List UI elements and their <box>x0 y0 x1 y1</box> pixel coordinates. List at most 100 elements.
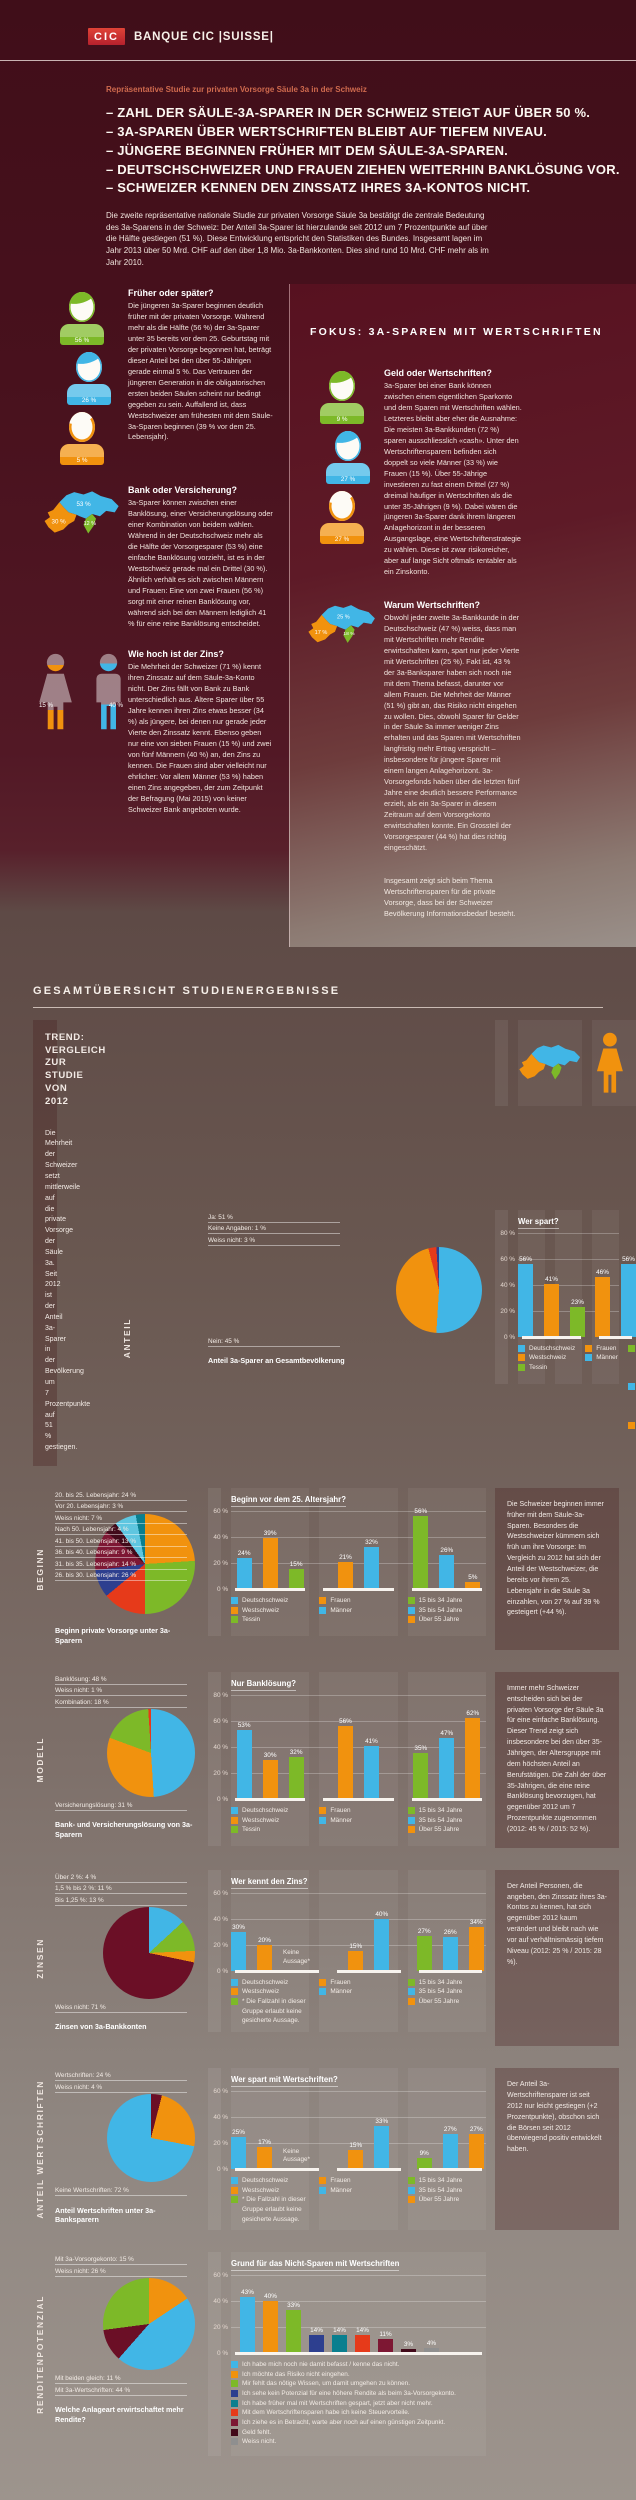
bar: 4% <box>424 2340 439 2354</box>
bar-groups: 56%41%23%46%56%40%71%40% <box>518 1233 636 1339</box>
bar-value-label: 4% <box>426 2340 437 2348</box>
legend-item: Männer <box>319 2186 397 2196</box>
person-body <box>320 523 364 545</box>
baseline <box>411 1797 482 1801</box>
gridline <box>231 2275 486 2277</box>
legend-item: 15 bis 34 Jahre <box>627 1344 636 1382</box>
bar-fill <box>240 2297 255 2354</box>
pie-label: Mit 3a-Wertschriften: 44 % <box>55 2387 187 2396</box>
bar: 20% <box>257 1937 272 1971</box>
legend-item: Mir fehlt das nötige Wissen, um damit um… <box>231 2379 486 2389</box>
bar-fill <box>337 1726 353 1799</box>
gridline <box>231 1562 486 1564</box>
gridline <box>231 1746 486 1748</box>
axis-tick-label: 80 % <box>213 1691 228 1699</box>
axis-strip <box>208 1487 221 1636</box>
legend-item: Frauen <box>319 1806 397 1816</box>
bar: 30% <box>231 1924 246 1971</box>
bar-value-label: 26% <box>443 1928 457 1936</box>
chart-overlay: Nur Banklösung? 80 % 60 % 40 % 20 % 0 % 53% 30%… <box>208 1672 486 1846</box>
bar-value-label: 33% <box>375 2118 389 2126</box>
bar-fill <box>348 2149 364 2170</box>
bar-fill <box>262 1538 278 1589</box>
legend-color-swatch <box>231 1816 238 1824</box>
legend-color-swatch <box>231 2380 238 2388</box>
bar-value-label: 11% <box>379 2330 392 2338</box>
gender-fill-icons: 15 % 40 % <box>33 653 131 731</box>
legend: Frauen Männer <box>319 1978 397 2026</box>
axis-tick-label: 60 % <box>213 1717 228 1725</box>
legend-item: Deutschschweiz <box>231 1596 309 1606</box>
bar-group: 25% 17% Keine Aussage* <box>231 2091 323 2172</box>
key-finding: ZAHL DER SÄULE-3A-SPARER IN DER SCHWEIZ … <box>106 104 636 123</box>
pie-block: 20. bis 25. Lebensjahr: 24 % Vor 20. Lebe… <box>55 1488 199 1650</box>
legend-row: Deutschschweiz Westschweiz * Die Fallzahl … <box>231 1978 486 2026</box>
footnote-text: * Die Fallzahl in dieser Gruppe erlaubt … <box>242 2196 306 2223</box>
bar-value-label: 35% <box>414 1745 428 1753</box>
bar-value-label: 56% <box>519 1256 532 1264</box>
trend-text: Immer mehr Schweizer entscheiden sich be… <box>507 1684 607 1833</box>
axis-tick-label: 40 % <box>213 1915 228 1923</box>
gridline <box>231 1918 486 1920</box>
bar-value-label: 62% <box>466 1710 480 1718</box>
legend-item: Tessin <box>231 1825 309 1835</box>
bar-value-label: 46% <box>596 1269 609 1277</box>
legend-label: Ich sehe kein Potenzial für eine höhere … <box>242 2390 456 2398</box>
legend-label: Deutschschweiz <box>242 1978 289 1986</box>
legend-color-swatch <box>407 1826 415 1834</box>
pie-label: Banklösung: 48 % <box>55 1676 187 1685</box>
pie-block: Ja: 51 % Keine Angaben: 1 % Weiss nicht: 3… <box>208 1210 486 1381</box>
legend-label: 35 bis 54 Jahre <box>418 2186 463 2194</box>
bar-fill <box>442 1936 458 1971</box>
legend-color-swatch <box>407 1997 415 2005</box>
legend-color-swatch <box>319 1978 327 1986</box>
legend-item: Über 55 Jahre <box>407 1997 486 2007</box>
legend-item: Über 55 Jahre <box>407 1615 486 1625</box>
legend-item: 35 bis 54 Jahre <box>407 1816 486 1826</box>
plot-area: 80 % 60 % 40 % 20 % 0 % 53% 30% 32% 56% 41% 35% 47%… <box>208 1692 486 1803</box>
switzerland-map-icon: 53 % 30 % 12 % <box>44 485 119 629</box>
bar-group: 21% 32% <box>319 1511 397 1591</box>
legend-label: Geld fehlt. <box>242 2428 272 2436</box>
legend-color-swatch <box>231 1806 238 1814</box>
bar: 15% <box>288 1561 304 1589</box>
bar: 56% <box>337 1718 353 1799</box>
legend-footnote: * Die Fallzahl in dieser Gruppe erlaubt … <box>231 2195 309 2224</box>
bar-value-label: 24% <box>237 1549 251 1557</box>
pie-chart <box>107 2094 195 2183</box>
chart-overlay: Grund für das Nicht-Sparen mit Wertschri… <box>208 2252 486 2456</box>
legend: Deutschschweiz Westschweiz Tessin <box>518 1344 575 1450</box>
bar-fill <box>442 2134 458 2170</box>
legend-label: Deutschschweiz <box>242 1596 289 1604</box>
bar-value-label: 41% <box>365 1737 378 1745</box>
top-two-columns: 56 % 26 % 5 % Früher oder später? <box>39 284 636 947</box>
bar-value-label: 14% <box>333 2327 346 2335</box>
legend-label: Tessin <box>242 1826 261 1834</box>
legend-label: Westschweiz <box>242 2186 280 2194</box>
pie-label: Mit 3a-Vorsorgekonto: 15 % <box>55 2256 187 2266</box>
bar-group: 56% 26% 5% <box>408 1508 486 1591</box>
results-heading: GESAMTÜBERSICHT STUDIENERGEBNISSE <box>33 984 341 997</box>
legend-label: Männer <box>596 1354 618 1362</box>
legend-color-swatch <box>627 1344 635 1352</box>
axis-tick-label: 0 % <box>216 1585 228 1593</box>
legend-label: Tessin <box>529 1364 548 1372</box>
bank-name: BANQUE CIC |SUISSE| <box>133 30 274 43</box>
bar: 9% <box>416 2150 432 2170</box>
header-divider <box>0 60 636 61</box>
bar-fill <box>465 1582 481 1589</box>
legend-color-swatch <box>231 2399 238 2407</box>
legend-label: 35 bis 54 Jahre <box>418 1988 463 1996</box>
person-head <box>335 431 361 462</box>
bar: 53% <box>236 1722 252 1799</box>
percent-label: 5 % <box>76 456 88 464</box>
bar-fill <box>518 1264 533 1337</box>
legend-item: Ich sehe kein Potenzial für eine höhere … <box>231 2389 486 2399</box>
legend-color-swatch <box>585 1344 593 1352</box>
legend-item: Über 55 Jahre <box>407 1825 486 1835</box>
female-icon <box>39 654 72 730</box>
legend-label: 15 bis 34 Jahre <box>418 1596 463 1604</box>
